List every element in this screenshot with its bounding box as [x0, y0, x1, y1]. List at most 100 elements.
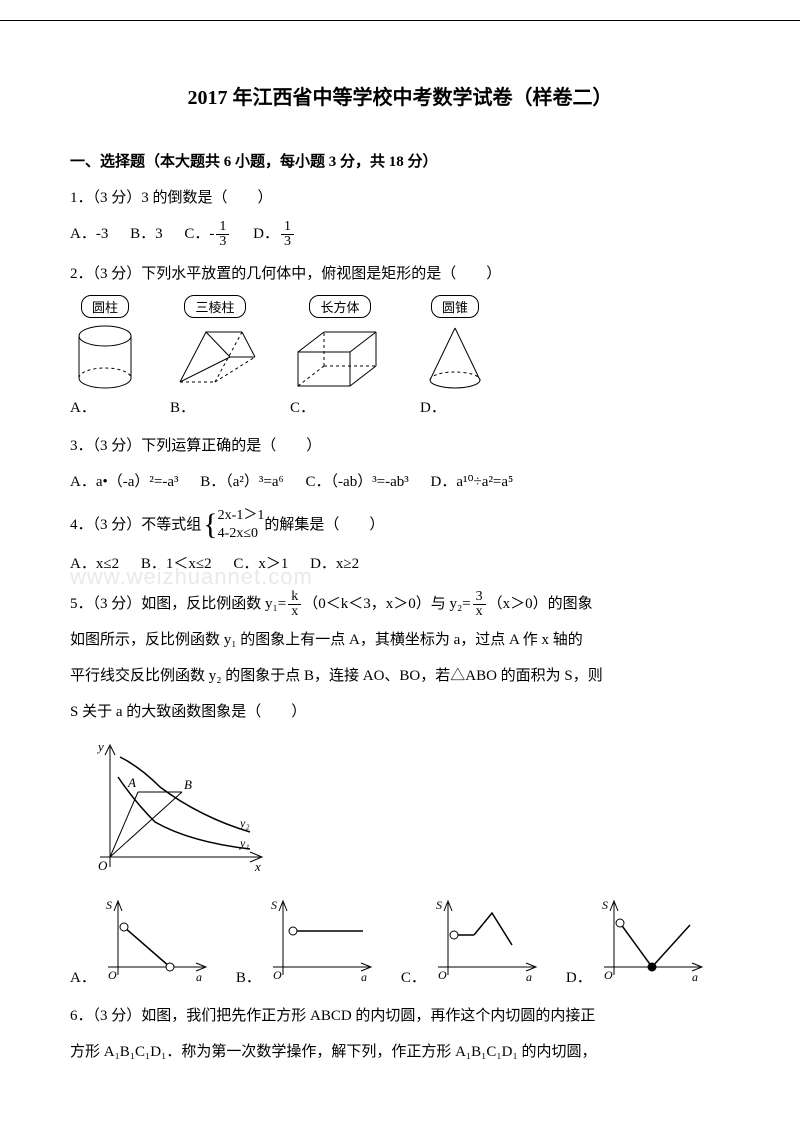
fraction-icon: 13	[281, 220, 294, 249]
fraction-icon: 3x	[473, 590, 486, 619]
axis-label-x: x	[254, 859, 261, 874]
svg-text:a: a	[196, 970, 202, 984]
question-5-main-graph: y x O A B y₂ y₁	[90, 737, 730, 887]
axis-label-y: y	[96, 739, 104, 754]
small-graph-icon: S O a	[100, 897, 210, 987]
small-graph-icon: S O a	[265, 897, 375, 987]
small-graph-icon: S O a	[596, 897, 706, 987]
q3-option-d: D．a¹⁰÷a²=a⁵	[431, 474, 514, 490]
figure-triangular-prism: 三棱柱 B．	[170, 295, 260, 417]
frac-den: 3	[281, 235, 294, 249]
frac-num: 1	[216, 220, 229, 235]
question-6-line2: 方形 A₁B₁C₁D₁．称为第一次数学操作，解下列，作正方形 A₁B₁C₁D₁ …	[70, 1037, 730, 1067]
q1-option-c: C．-13	[184, 226, 235, 242]
frac-num: k	[288, 590, 301, 605]
point-b-label: B	[184, 777, 192, 792]
frac-den: 3	[216, 235, 229, 249]
option-letter: A．	[70, 966, 96, 987]
q4-option-a: A．x≤2	[70, 556, 119, 572]
svg-text:a: a	[692, 970, 698, 984]
question-2: 2．（3 分）下列水平放置的几何体中，俯视图是矩形的是（ ）	[70, 259, 730, 289]
option-letter: C．	[290, 396, 315, 417]
page: 2017 年江西省中等学校中考数学试卷（样卷二） 一、选择题（本大题共 6 小题…	[0, 20, 800, 1113]
frac-num: 3	[473, 590, 486, 605]
option-letter: B．	[170, 396, 195, 417]
q1-option-b: B．3	[130, 226, 163, 242]
option-letter: D．	[566, 966, 592, 987]
svg-text:O: O	[273, 968, 282, 982]
q5-text: 5．（3 分）如图，反比例函数 y₁=	[70, 589, 286, 619]
question-5-line2: 如图所示，反比例函数 y₁ 的图象上有一点 A，其横坐标为 a，过点 A 作 x…	[70, 625, 730, 655]
prism-icon	[170, 322, 260, 392]
option-letter: B．	[236, 966, 261, 987]
fraction-icon: kx	[288, 590, 301, 619]
exam-title: 2017 年江西省中等学校中考数学试卷（样卷二）	[70, 81, 730, 110]
brace-icon: {	[203, 513, 217, 537]
frac-den: x	[473, 605, 486, 619]
svg-text:O: O	[108, 968, 117, 982]
svg-text:S: S	[271, 898, 277, 912]
figure-cylinder: 圆柱 A．	[70, 295, 140, 417]
question-4: 4．（3 分）不等式组 { 2x-1＞1 4-2x≤0 的解集是（ ）	[70, 507, 730, 543]
q4-pre: 4．（3 分）不等式组	[70, 510, 201, 540]
section-1-header: 一、选择题（本大题共 6 小题，每小题 3 分，共 18 分）	[70, 150, 730, 171]
svg-text:O: O	[604, 968, 613, 982]
q5-text: （x＞0）的图象	[488, 589, 593, 619]
question-5-line4: S 关于 a 的大致函数图象是（ ）	[70, 697, 730, 727]
point-a-label: A	[127, 775, 136, 790]
ineq-2: 4-2x≤0	[218, 526, 258, 541]
option-letter: A．	[70, 396, 96, 417]
q5-text: （0＜k＜3，x＞0）与 y₂=	[303, 589, 470, 619]
q5-option-graph-b: B． S O a	[236, 897, 375, 987]
question-5-option-graphs: A． S O a B．	[70, 897, 730, 987]
option-letter: C．	[401, 966, 426, 987]
question-3-options: A．a•（-a）²=-a³ B．（a²）³=a⁶ C．（-ab）³=-ab³ D…	[70, 467, 730, 497]
q5-option-graph-a: A． S O a	[70, 897, 210, 987]
q4-post: 的解集是（ ）	[264, 510, 384, 540]
q1-option-a: A．-3	[70, 226, 108, 242]
q4-option-c: C．x＞1	[233, 556, 288, 572]
q1-option-d: D．13	[253, 226, 296, 242]
small-graph-icon: S O a	[430, 897, 540, 987]
q1-d-prefix: D．	[253, 226, 279, 242]
q5-option-graph-d: D． S O a	[566, 897, 706, 987]
question-1: 1．（3 分）3 的倒数是（ ）	[70, 183, 730, 213]
q1-c-prefix: C．-	[184, 226, 214, 242]
curve-y1-label: y₁	[239, 836, 250, 850]
q5-option-graph-c: C． S O a	[401, 897, 540, 987]
question-5-line1: 5．（3 分）如图，反比例函数 y₁= kx （0＜k＜3，x＞0）与 y₂= …	[70, 589, 730, 619]
figure-label: 圆柱	[81, 295, 129, 318]
svg-text:a: a	[526, 970, 532, 984]
question-2-figures: 圆柱 A． 三棱柱 B．	[70, 295, 730, 417]
q3-option-b: B．（a²）³=a⁶	[200, 474, 284, 490]
origin-label: O	[98, 858, 108, 873]
svg-text:a: a	[361, 970, 367, 984]
svg-text:S: S	[106, 898, 112, 912]
ineq-1: 2x-1＞1	[218, 508, 265, 523]
curve-y2-label: y₂	[239, 816, 250, 830]
q4-option-b: B．1＜x≤2	[141, 556, 212, 572]
hyperbola-graph-icon: y x O A B y₂ y₁	[90, 737, 270, 887]
cone-icon	[420, 322, 490, 392]
inequality-system: 2x-1＞1 4-2x≤0	[218, 507, 265, 543]
q3-option-a: A．a•（-a）²=-a³	[70, 474, 179, 490]
question-1-options: A．-3 B．3 C．-13 D．13	[70, 219, 730, 249]
q3-option-c: C．（-ab）³=-ab³	[306, 474, 409, 490]
svg-text:S: S	[436, 898, 442, 912]
question-6-line1: 6．（3 分）如图，我们把先作正方形 ABCD 的内切圆，再作这个内切圆的内接正	[70, 1001, 730, 1031]
figure-label: 长方体	[309, 295, 370, 318]
question-4-options: A．x≤2 B．1＜x≤2 C．x＞1 D．x≥2	[70, 549, 730, 579]
frac-num: 1	[281, 220, 294, 235]
cuboid-icon	[290, 322, 390, 392]
frac-den: x	[288, 605, 301, 619]
svg-text:O: O	[438, 968, 447, 982]
figure-label: 三棱柱	[184, 295, 245, 318]
cylinder-icon	[70, 322, 140, 392]
q4-option-d: D．x≥2	[310, 556, 359, 572]
option-letter: D．	[420, 396, 446, 417]
figure-cone: 圆锥 D．	[420, 295, 490, 417]
figure-cuboid: 长方体 C．	[290, 295, 390, 417]
question-5-line3: 平行线交反比例函数 y₂ 的图象于点 B，连接 AO、BO，若△ABO 的面积为…	[70, 661, 730, 691]
svg-text:S: S	[602, 898, 608, 912]
question-3: 3．（3 分）下列运算正确的是（ ）	[70, 431, 730, 461]
